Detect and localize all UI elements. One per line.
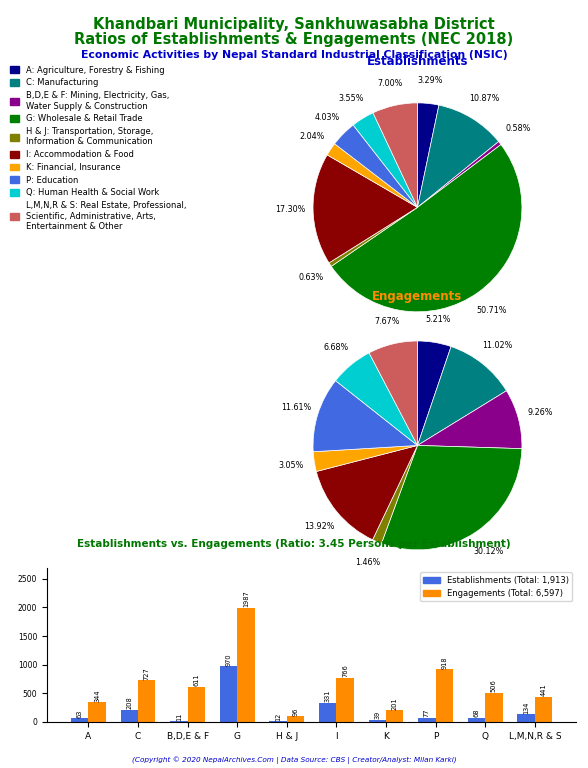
Text: 1987: 1987 (243, 591, 249, 607)
Bar (517, 714, 535, 722)
Text: 11: 11 (176, 713, 182, 720)
Text: 970: 970 (226, 653, 232, 666)
Text: 3.55%: 3.55% (338, 94, 363, 104)
Text: 4.03%: 4.03% (315, 113, 340, 122)
Wedge shape (327, 144, 417, 207)
Wedge shape (336, 353, 417, 445)
Text: 68: 68 (473, 709, 480, 717)
Text: 30.12%: 30.12% (473, 547, 504, 555)
Text: 2.04%: 2.04% (299, 132, 325, 141)
Wedge shape (369, 341, 417, 445)
Bar (336, 678, 354, 722)
Bar (485, 693, 503, 722)
Wedge shape (417, 105, 499, 207)
Wedge shape (313, 381, 417, 452)
Text: 63: 63 (77, 710, 83, 717)
Text: Economic Activities by Nepal Standard Industrial Classification (NSIC): Economic Activities by Nepal Standard In… (81, 50, 507, 60)
Wedge shape (313, 155, 417, 263)
Text: 766: 766 (342, 664, 348, 677)
Wedge shape (329, 207, 417, 266)
Text: 10.87%: 10.87% (469, 94, 499, 103)
Text: Ratios of Establishments & Engagements (NEC 2018): Ratios of Establishments & Engagements (… (74, 32, 514, 48)
Text: 208: 208 (126, 697, 132, 710)
Text: 39: 39 (375, 710, 380, 719)
Bar (88, 702, 106, 722)
Bar (188, 687, 205, 722)
Text: 7.00%: 7.00% (377, 78, 402, 88)
Wedge shape (373, 103, 417, 207)
Bar (237, 608, 255, 722)
Bar (386, 710, 403, 722)
Wedge shape (316, 445, 417, 540)
Text: 506: 506 (491, 680, 497, 692)
Bar (436, 670, 453, 722)
Text: Establishments: Establishments (367, 55, 468, 68)
Wedge shape (353, 113, 417, 207)
Text: 134: 134 (523, 701, 529, 713)
Text: 9.26%: 9.26% (528, 408, 553, 417)
Text: 3.29%: 3.29% (418, 76, 443, 85)
Text: 13.92%: 13.92% (304, 522, 335, 531)
Wedge shape (331, 144, 522, 312)
Wedge shape (417, 391, 522, 449)
Text: 7.67%: 7.67% (375, 317, 400, 326)
Bar (418, 717, 436, 722)
Text: 201: 201 (392, 697, 397, 710)
Bar (220, 667, 237, 722)
Wedge shape (417, 341, 451, 445)
Text: 77: 77 (424, 708, 430, 717)
Text: Khandbari Municipality, Sankhuwasabha District: Khandbari Municipality, Sankhuwasabha Di… (93, 17, 495, 32)
Legend: Establishments (Total: 1,913), Engagements (Total: 6,597): Establishments (Total: 1,913), Engagemen… (420, 572, 572, 601)
Bar (535, 697, 552, 722)
Wedge shape (417, 346, 506, 445)
Wedge shape (417, 103, 439, 207)
Text: (Copyright © 2020 NepalArchives.Com | Data Source: CBS | Creator/Analyst: Milan : (Copyright © 2020 NepalArchives.Com | Da… (132, 756, 456, 764)
Bar (369, 720, 386, 722)
Text: 1.46%: 1.46% (355, 558, 380, 568)
Text: 344: 344 (94, 689, 100, 701)
Text: 727: 727 (143, 667, 150, 680)
Text: 50.71%: 50.71% (476, 306, 507, 316)
Wedge shape (335, 125, 417, 207)
Text: 441: 441 (540, 684, 546, 696)
Wedge shape (373, 445, 417, 544)
Text: 6.68%: 6.68% (323, 343, 349, 352)
Bar (287, 717, 304, 722)
Text: 11.02%: 11.02% (482, 341, 512, 350)
Text: 11.61%: 11.61% (281, 402, 311, 412)
Text: 918: 918 (442, 656, 447, 669)
Text: 3.05%: 3.05% (279, 461, 305, 470)
Text: 96: 96 (292, 707, 299, 716)
Text: 12: 12 (275, 712, 281, 720)
Bar (138, 680, 155, 722)
Bar (468, 718, 485, 722)
Text: 331: 331 (325, 690, 331, 702)
Bar (121, 710, 138, 722)
Text: Engagements: Engagements (372, 290, 463, 303)
Bar (71, 718, 88, 722)
Text: 17.30%: 17.30% (275, 205, 305, 214)
Wedge shape (382, 445, 522, 550)
Text: Establishments vs. Engagements (Ratio: 3.45 Persons per Establishment): Establishments vs. Engagements (Ratio: 3… (77, 539, 511, 549)
Text: 0.58%: 0.58% (505, 124, 530, 134)
Bar (319, 703, 336, 722)
Text: 5.21%: 5.21% (426, 315, 451, 324)
Wedge shape (313, 445, 417, 472)
Wedge shape (417, 141, 501, 207)
Text: 611: 611 (193, 674, 199, 687)
Legend: A: Agriculture, Forestry & Fishing, C: Manufacturing, B,D,E & F: Mining, Electri: A: Agriculture, Forestry & Fishing, C: M… (10, 65, 186, 231)
Text: 0.63%: 0.63% (298, 273, 323, 282)
